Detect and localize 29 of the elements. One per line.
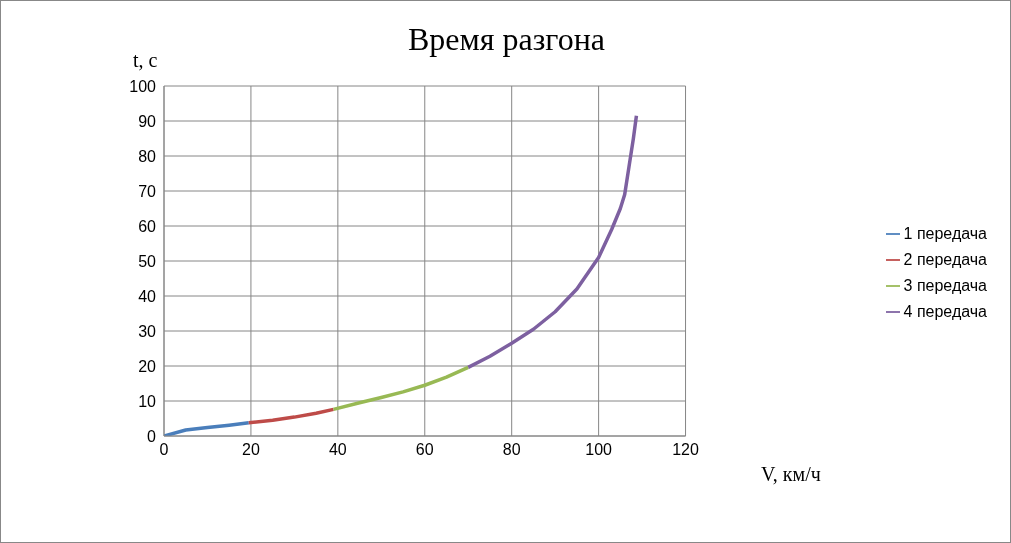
legend-label: 3 передача [903, 276, 987, 294]
y-tick-label: 0 [147, 427, 157, 445]
y-tick-label: 60 [138, 217, 157, 235]
line-series [331, 365, 470, 412]
legend-label: 1 передача [903, 224, 987, 242]
x-tick-label: 120 [672, 441, 699, 459]
y-tick-label: 90 [138, 112, 157, 130]
legend-label: 4 передача [903, 302, 987, 320]
x-tick-label: 60 [415, 441, 434, 459]
line-series [164, 420, 251, 436]
x-tick-label: 80 [502, 441, 521, 459]
line-series [466, 114, 639, 370]
y-tick-label: 70 [138, 182, 157, 200]
y-tick-label: 80 [138, 147, 157, 165]
x-tick-label: 0 [159, 441, 169, 459]
y-tick-label: 100 [129, 77, 157, 95]
x-tick-label: 40 [328, 441, 347, 459]
legend-label: 2 передача [903, 250, 987, 268]
y-tick-label: 40 [138, 287, 157, 305]
x-tick-label: 20 [242, 441, 260, 459]
x-tick-label: 100 [585, 441, 613, 459]
x-axis-title: V, км/ч [761, 463, 821, 486]
y-tick-label: 20 [138, 357, 157, 375]
line-series [247, 407, 336, 425]
chart-title: Время разгона [407, 21, 605, 57]
y-tick-label: 30 [138, 322, 157, 340]
y-axis-title: t, с [133, 49, 158, 72]
y-tick-label: 10 [138, 392, 157, 410]
y-tick-label: 50 [138, 252, 157, 270]
